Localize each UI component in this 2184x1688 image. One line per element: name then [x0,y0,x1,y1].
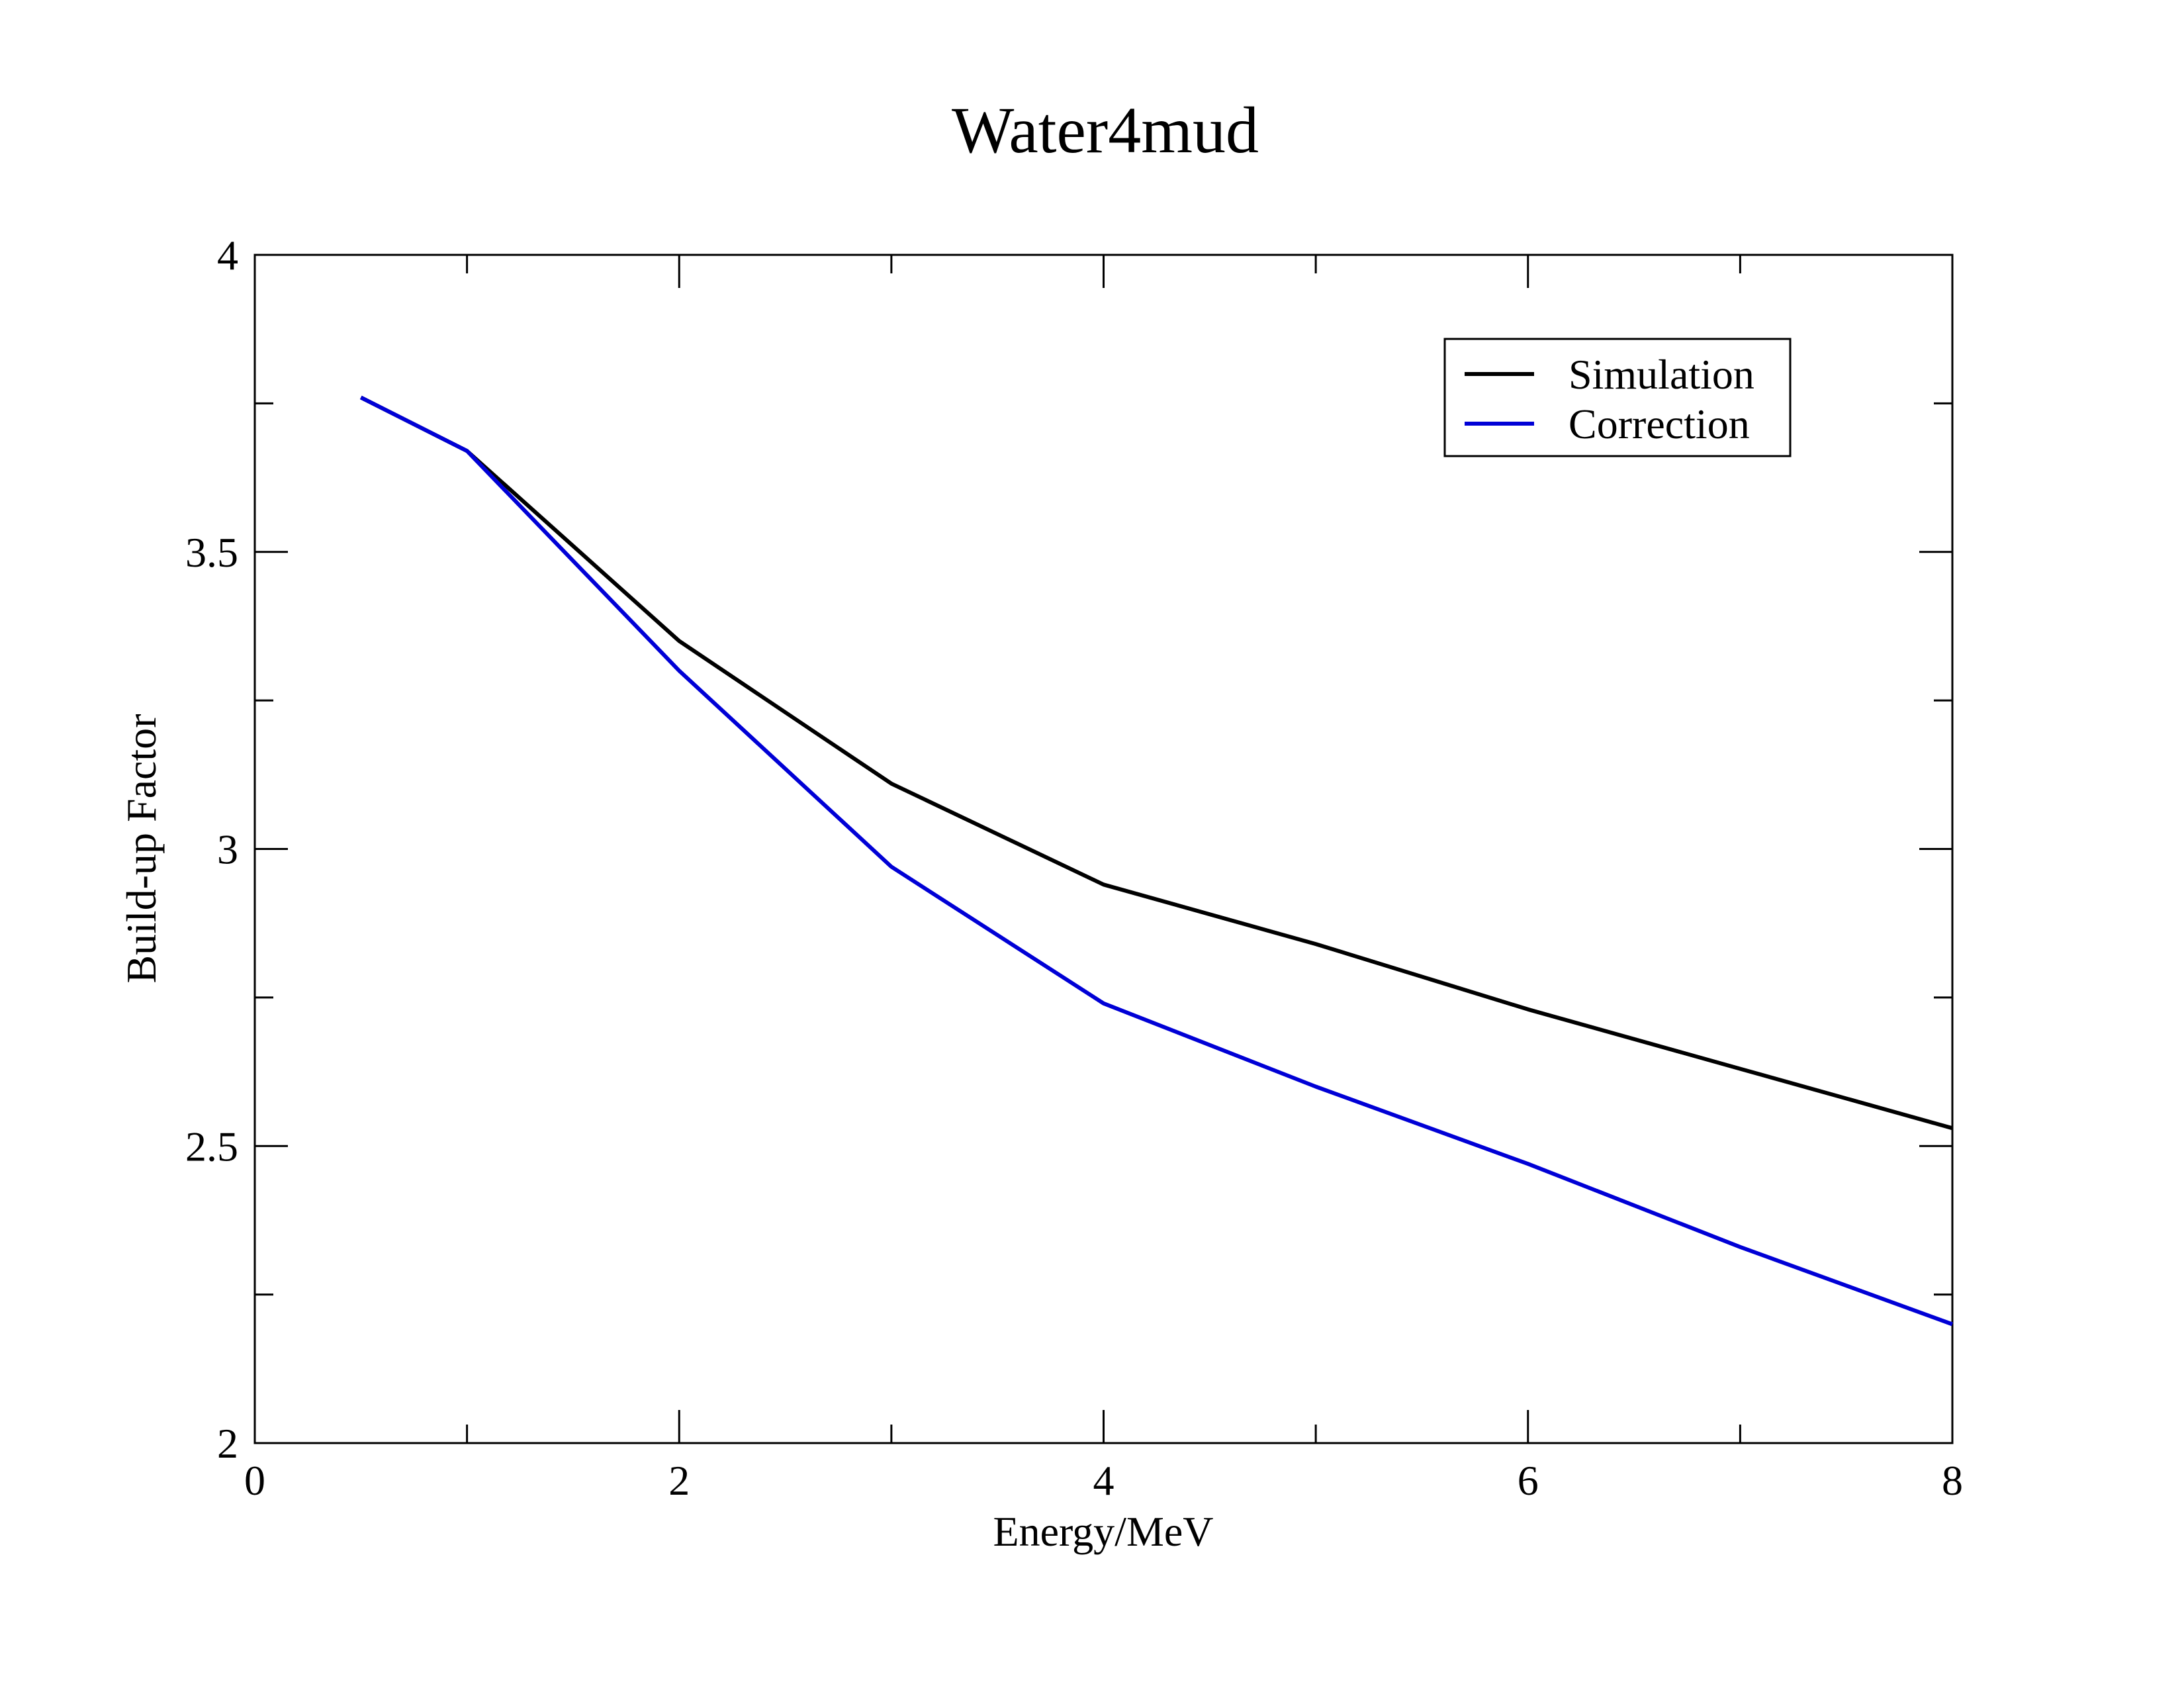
y-tick-label: 3.5 [185,529,238,576]
y-tick-label: 2.5 [185,1123,238,1170]
series-line-simulation [359,395,1953,1131]
y-axis-label: Build-up Factor [118,714,165,983]
series-line-correction [359,395,1954,1327]
x-tick-label: 6 [1518,1457,1539,1504]
x-tick-label: 4 [1093,1457,1115,1504]
chart-title: Water4mud [952,93,1259,167]
legend-label: Simulation [1569,351,1754,398]
legend-box [1443,338,1792,457]
legend-label: Correction [1569,400,1750,447]
x-tick-label: 0 [244,1457,265,1504]
y-tick-label: 2 [217,1420,238,1467]
y-tick-label: 4 [217,232,238,279]
plot-frame [253,254,1954,1444]
x-axis-label: Energy/MeV [993,1508,1214,1555]
x-tick-label: 8 [1942,1457,1963,1504]
x-tick-label: 2 [668,1457,690,1504]
axis-ticks: 0 2 4 6 822.533.54 [185,232,1963,1504]
series-lines [359,395,1954,1327]
y-tick-label: 3 [217,826,238,873]
